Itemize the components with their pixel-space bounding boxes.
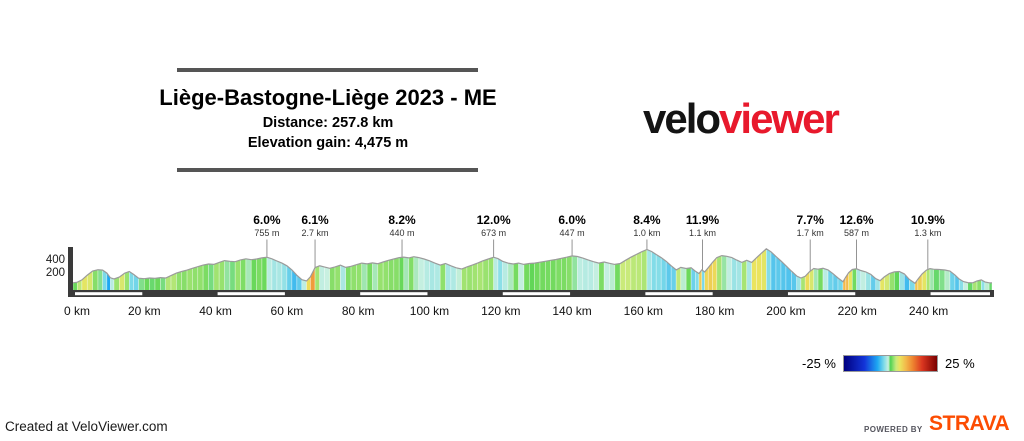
x-axis-tick-label: 20 km <box>127 304 161 318</box>
x-axis-tick-label: 220 km <box>837 304 877 318</box>
x-axis-tick-label: 80 km <box>341 304 375 318</box>
climb-length-label: 440 m <box>389 228 415 238</box>
climb-length-label: 1.0 km <box>633 228 661 238</box>
x-axis-tick-label: 160 km <box>623 304 664 318</box>
x-axis-tick-label: 180 km <box>694 304 735 318</box>
distance-label: Distance: 257.8 km <box>262 115 394 131</box>
climb-length-label: 2.7 km <box>301 228 329 238</box>
x-axis-tick-label: 200 km <box>766 304 806 318</box>
header-divider-bottom <box>177 168 478 172</box>
x-axis-tick-label: 60 km <box>270 304 304 318</box>
climb-length-label: 1.7 km <box>796 228 824 238</box>
climb-gradient-label: 6.0% <box>253 213 281 227</box>
legend-min-label: -25 % <box>802 356 836 371</box>
veloviewer-logo-velo: velo <box>643 95 721 142</box>
climb-annotation: 12.0% 673 m <box>476 213 511 239</box>
gradient-legend-bar <box>843 355 938 372</box>
climb-gradient-label: 8.4% <box>633 213 661 227</box>
climb-gradient-label: 6.0% <box>558 213 586 227</box>
climb-gradient-label: 10.9% <box>910 213 945 227</box>
climb-annotation: 8.2% 440 m <box>388 213 416 239</box>
climb-annotation: 6.0% 447 m <box>558 213 586 239</box>
climb-annotation: 7.7% 1.7 km <box>796 213 824 239</box>
climb-annotation: 8.4% 1.0 km <box>633 213 661 239</box>
x-axis-tick-label: 100 km <box>409 304 450 318</box>
climb-gradient-label: 11.9% <box>685 213 720 227</box>
climb-length-label: 1.3 km <box>914 228 942 238</box>
climb-annotation: 12.6% 587 m <box>839 213 874 239</box>
climb-gradient-label: 6.1% <box>301 213 329 227</box>
veloviewer-logo: veloviewer <box>643 95 840 142</box>
climb-length-label: 1.1 km <box>689 228 717 238</box>
climb-length-label: 755 m <box>254 228 280 238</box>
legend-max-label: 25 % <box>945 356 975 371</box>
header-divider-top <box>177 68 478 72</box>
powered-by-label: POWERED BY <box>864 425 923 434</box>
climb-annotation: 11.9% 1.1 km <box>685 213 720 239</box>
climb-annotation: 10.9% 1.3 km <box>910 213 945 239</box>
climb-lines <box>266 239 929 272</box>
credit-text: Created at VeloViewer.com <box>5 419 168 434</box>
climb-length-label: 587 m <box>844 228 870 238</box>
climb-annotation: 6.1% 2.7 km <box>301 213 329 239</box>
y-axis-tick-label: 200 <box>45 267 65 280</box>
page-title: Liège-Bastogne-Liège 2023 - ME <box>159 85 497 110</box>
climb-annotation: 6.0% 755 m <box>253 213 281 239</box>
climb-gradient-label: 12.0% <box>476 213 511 227</box>
x-axis-tick-label: 120 km <box>481 304 521 318</box>
x-axis-tick-label: 240 km <box>908 304 949 318</box>
elevation-gain-label: Elevation gain: 4,475 m <box>247 135 409 151</box>
profile-area <box>72 248 993 292</box>
x-axis-tick-label: 40 km <box>199 304 232 318</box>
strava-logo: STRAVA <box>929 412 1010 435</box>
climb-length-label: 447 m <box>559 228 585 238</box>
x-axis-tick-label: 140 km <box>552 304 592 318</box>
axes <box>68 247 994 297</box>
x-axis-tick-label: 0 km <box>63 304 91 318</box>
y-axis-tick-label: 400 <box>45 253 65 266</box>
veloviewer-logo-viewer: viewer <box>719 95 840 142</box>
climb-length-label: 673 m <box>481 228 507 238</box>
climb-gradient-label: 7.7% <box>796 213 824 227</box>
climb-gradient-label: 12.6% <box>839 213 874 227</box>
climb-gradient-label: 8.2% <box>388 213 416 227</box>
